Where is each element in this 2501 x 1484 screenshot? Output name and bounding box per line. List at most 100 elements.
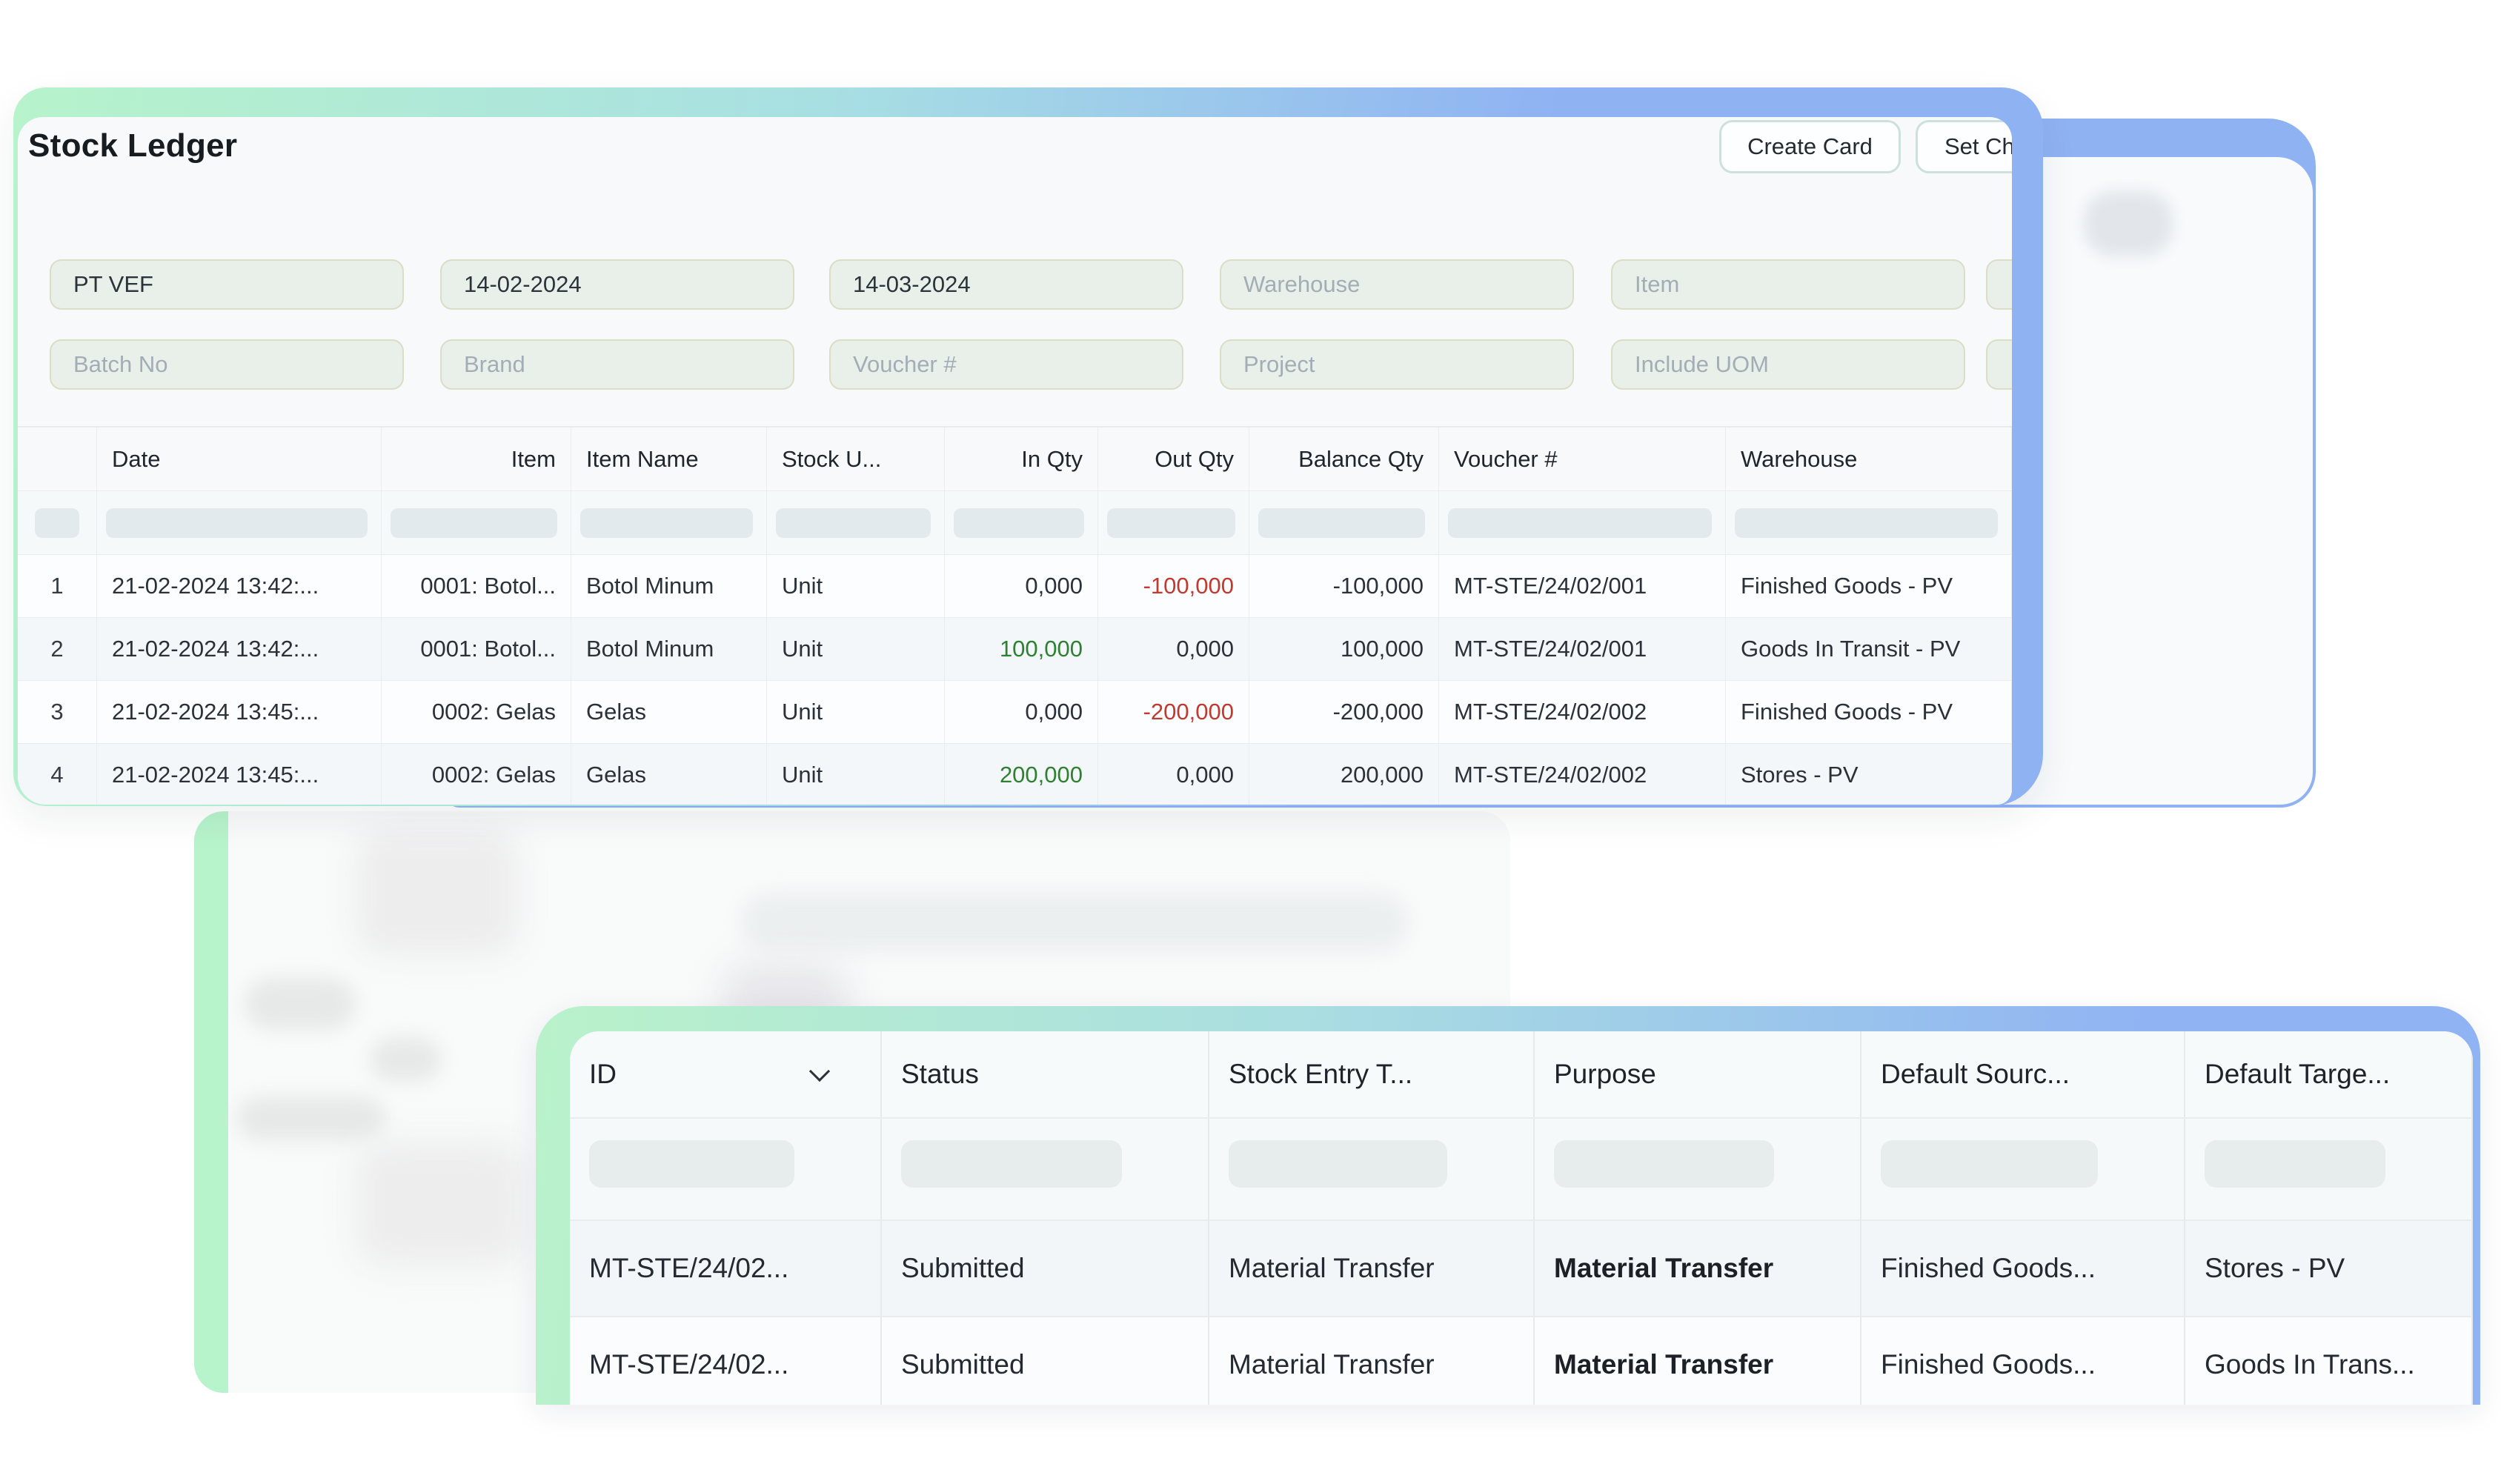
cell-item_name: Botol Minum [571, 555, 767, 617]
skeleton-cell [1439, 491, 1726, 554]
table-row[interactable]: MT-STE/24/02... Submitted Material Transfe… [570, 1221, 2473, 1317]
cell-item: 0002: Gelas [382, 681, 571, 743]
stock-ledger-card: Stock Ledger Create Card Set Ch PT VEF 14… [18, 117, 2012, 805]
skeleton-pill[interactable] [2205, 1140, 2385, 1188]
stock-ledger-table: Date Item Item Name Stock U... In Qty Out Qty… [18, 426, 2012, 805]
header-cell-stock_entry_type[interactable]: Stock Entry T... [1209, 1031, 1535, 1117]
cell-out_qty: 0,000 [1098, 618, 1249, 680]
table-row[interactable]: 1 21-02-2024 13:42:... 0001: Botol... Botol… [18, 555, 2012, 618]
skeleton-pill[interactable] [1554, 1140, 1774, 1188]
skeleton-cell [1209, 1119, 1535, 1220]
skeleton-pill[interactable] [1735, 508, 1998, 538]
table-filter-row [18, 491, 2012, 555]
filter-batch-no-input[interactable]: Batch No [50, 339, 404, 390]
header-label: Stock Entry T... [1229, 1059, 1413, 1089]
skeleton-cell [571, 491, 767, 554]
header-cell-item[interactable]: Item [382, 427, 571, 490]
cell-balance_qty: 200,000 [1249, 744, 1439, 805]
cell-id: MT-STE/24/02... [570, 1221, 882, 1316]
header-cell-out_qty[interactable]: Out Qty [1098, 427, 1249, 490]
table-header-row: Date Item Item Name Stock U... In Qty Out Qty… [18, 426, 2012, 491]
cell-warehouse: Goods In Transit - PV [1726, 618, 2012, 680]
header-cell-stock_uom[interactable]: Stock U... [767, 427, 945, 490]
table-row[interactable]: 4 21-02-2024 13:45:... 0002: Gelas Gelas Uni… [18, 744, 2012, 805]
filter-extra-1-input[interactable] [1986, 259, 2012, 310]
filter-placeholder: Brand [464, 351, 525, 377]
table-row[interactable]: 2 21-02-2024 13:42:... 0001: Botol... Botol… [18, 618, 2012, 681]
cell-num: 3 [18, 681, 97, 743]
filter-from-date-input[interactable]: 14-02-2024 [440, 259, 794, 310]
filter-to-date-input[interactable]: 14-03-2024 [829, 259, 1183, 310]
stock-entry-table: ID Status Stock Entry T... Purpose Default S… [570, 1031, 2473, 1405]
cell-default_source: Finished Goods... [1861, 1221, 2185, 1316]
cell-voucher: MT-STE/24/02/002 [1439, 681, 1726, 743]
cell-out_qty: -100,000 [1098, 555, 1249, 617]
filter-value: 14-03-2024 [853, 271, 971, 297]
skeleton-pill[interactable] [1448, 508, 1712, 538]
cell-out_qty: 0,000 [1098, 744, 1249, 805]
header-cell-default_target[interactable]: Default Targe... [2185, 1031, 2473, 1117]
header-cell-default_source[interactable]: Default Sourc... [1861, 1031, 2185, 1117]
skeleton-pill[interactable] [1881, 1140, 2098, 1188]
skeleton-pill[interactable] [776, 508, 931, 538]
cell-stock_entry_type: Material Transfer [1209, 1221, 1535, 1316]
filter-company-input[interactable]: PT VEF [50, 259, 404, 310]
filter-warehouse-input[interactable]: Warehouse [1220, 259, 1574, 310]
skeleton-cell [882, 1119, 1209, 1220]
create-card-button[interactable]: Create Card [1719, 120, 1901, 173]
header-cell-balance_qty[interactable]: Balance Qty [1249, 427, 1439, 490]
cell-in_qty: 100,000 [945, 618, 1098, 680]
stock-entry-card: ID Status Stock Entry T... Purpose Default S… [570, 1031, 2473, 1405]
skeleton-pill[interactable] [1258, 508, 1425, 538]
filter-placeholder: Warehouse [1243, 271, 1361, 297]
blurred-blob [371, 1037, 441, 1082]
header-label: Purpose [1554, 1059, 1656, 1089]
header-cell-item_name[interactable]: Item Name [571, 427, 767, 490]
chevron-down-icon[interactable] [808, 1060, 831, 1082]
skeleton-pill[interactable] [901, 1140, 1122, 1188]
cell-warehouse: Stores - PV [1726, 744, 2012, 805]
header-cell-status[interactable]: Status [882, 1031, 1209, 1117]
header-cell-num[interactable] [18, 427, 97, 490]
set-chart-button[interactable]: Set Ch [1916, 120, 2012, 173]
filter-placeholder: Item [1635, 271, 1680, 297]
skeleton-cell [1098, 491, 1249, 554]
filter-voucher-no-input[interactable]: Voucher # [829, 339, 1183, 390]
cell-voucher: MT-STE/24/02/002 [1439, 744, 1726, 805]
cell-item: 0001: Botol... [382, 555, 571, 617]
filter-brand-input[interactable]: Brand [440, 339, 794, 390]
skeleton-pill[interactable] [1107, 508, 1235, 538]
header-cell-date[interactable]: Date [97, 427, 382, 490]
stock-entry-card-frame: ID Status Stock Entry T... Purpose Default S… [536, 1006, 2480, 1405]
header-cell-warehouse[interactable]: Warehouse [1726, 427, 2012, 490]
filter-value: 14-02-2024 [464, 271, 582, 297]
skeleton-pill[interactable] [1229, 1140, 1447, 1188]
header-cell-id[interactable]: ID [570, 1031, 882, 1117]
skeleton-pill[interactable] [35, 508, 79, 538]
skeleton-cell [1249, 491, 1439, 554]
filter-project-input[interactable]: Project [1220, 339, 1574, 390]
cell-in_qty: 0,000 [945, 681, 1098, 743]
cell-voucher: MT-STE/24/02/001 [1439, 618, 1726, 680]
cell-default_source: Finished Goods... [1861, 1317, 2185, 1405]
filter-item-input[interactable]: Item [1611, 259, 1965, 310]
skeleton-cell [1535, 1119, 1861, 1220]
filter-extra-2-input[interactable] [1986, 339, 2012, 390]
skeleton-pill[interactable] [580, 508, 753, 538]
cell-id: MT-STE/24/02... [570, 1317, 882, 1405]
cell-in_qty: 0,000 [945, 555, 1098, 617]
header-cell-voucher[interactable]: Voucher # [1439, 427, 1726, 490]
skeleton-pill[interactable] [106, 508, 368, 538]
skeleton-pill[interactable] [954, 508, 1084, 538]
skeleton-pill[interactable] [391, 508, 557, 538]
header-cell-purpose[interactable]: Purpose [1535, 1031, 1861, 1117]
header-cell-in_qty[interactable]: In Qty [945, 427, 1098, 490]
filter-include-uom-input[interactable]: Include UOM [1611, 339, 1965, 390]
skeleton-cell [97, 491, 382, 554]
cell-date: 21-02-2024 13:45:... [97, 681, 382, 743]
header-label: Default Targe... [2205, 1059, 2391, 1089]
table-row[interactable]: 3 21-02-2024 13:45:... 0002: Gelas Gelas Uni… [18, 681, 2012, 744]
skeleton-cell [382, 491, 571, 554]
skeleton-pill[interactable] [589, 1140, 794, 1188]
table-row[interactable]: MT-STE/24/02... Submitted Material Transfe… [570, 1317, 2473, 1405]
